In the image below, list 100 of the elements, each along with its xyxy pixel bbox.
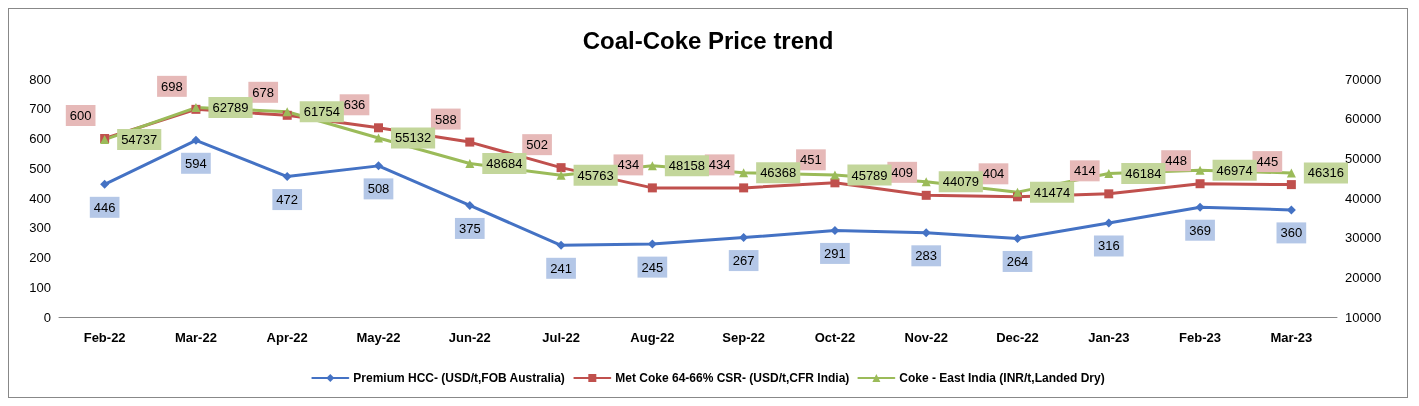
data-label: 46974 bbox=[1216, 162, 1253, 178]
point bbox=[465, 159, 475, 169]
point bbox=[556, 163, 566, 173]
data-label: 369 bbox=[1189, 222, 1211, 238]
point bbox=[556, 240, 566, 250]
data-label: 54737 bbox=[121, 132, 158, 148]
data-label: 678 bbox=[252, 84, 275, 100]
data-label: 48158 bbox=[668, 158, 706, 174]
data-label: 241 bbox=[550, 260, 572, 276]
data-label: 445 bbox=[1256, 154, 1279, 170]
x-tick-label: Aug-22 bbox=[630, 330, 675, 345]
data-label: 245 bbox=[641, 259, 664, 275]
data-label: 600 bbox=[69, 108, 92, 123]
data-label: 636 bbox=[343, 97, 366, 113]
data-label: 46184 bbox=[1125, 165, 1162, 181]
data-label: 48684 bbox=[486, 156, 523, 172]
data-label: 446 bbox=[93, 199, 116, 215]
data-label: 414 bbox=[1073, 163, 1096, 179]
data-label: 46316 bbox=[1307, 165, 1345, 181]
data-label: 55132 bbox=[395, 130, 432, 146]
x-tick-label: Dec-22 bbox=[996, 330, 1039, 345]
point bbox=[465, 200, 475, 210]
point bbox=[374, 161, 383, 171]
y-tick-label: 600 bbox=[29, 131, 51, 146]
point bbox=[1195, 165, 1205, 175]
data-label: 409 bbox=[891, 164, 914, 180]
x-tick-label: Jun-22 bbox=[448, 330, 491, 345]
point bbox=[191, 135, 201, 145]
point bbox=[1013, 187, 1022, 197]
point bbox=[1195, 179, 1205, 189]
x-tick-label: Mar-22 bbox=[174, 330, 217, 345]
y-tick-label: 500 bbox=[29, 160, 51, 176]
point bbox=[1286, 180, 1296, 190]
data-label: 448 bbox=[1165, 153, 1187, 169]
y-tick-label: 400 bbox=[29, 190, 51, 206]
point bbox=[1195, 202, 1205, 212]
point bbox=[830, 225, 840, 235]
point bbox=[1013, 233, 1022, 243]
point bbox=[282, 172, 292, 182]
data-label: 434 bbox=[708, 157, 731, 173]
data-label: 41474 bbox=[1034, 184, 1071, 200]
data-label: 264 bbox=[1006, 253, 1029, 269]
data-label: 472 bbox=[276, 192, 299, 208]
point bbox=[100, 179, 110, 189]
data-label: 45763 bbox=[577, 167, 614, 183]
data-label: 316 bbox=[1097, 238, 1120, 254]
y-tick-label: 300 bbox=[29, 220, 51, 236]
y-tick-label: 700 bbox=[29, 101, 51, 117]
data-label: 267 bbox=[732, 253, 755, 269]
y2-tick-label: 50000 bbox=[1345, 150, 1382, 166]
data-label: 698 bbox=[161, 78, 183, 94]
legend-label: Met Coke 64-66% CSR- (USD/t,CFR India) bbox=[615, 371, 850, 385]
point bbox=[739, 183, 749, 193]
y2-tick-label: 40000 bbox=[1345, 190, 1382, 206]
data-label: 375 bbox=[458, 220, 481, 236]
data-label: 291 bbox=[824, 245, 846, 261]
legend-label: Coke - East India (INR/t,Landed Dry) bbox=[899, 371, 1105, 385]
point bbox=[556, 170, 566, 180]
data-label: 594 bbox=[185, 155, 207, 171]
y-tick-label: 800 bbox=[29, 71, 51, 87]
x-tick-label: Nov-22 bbox=[904, 330, 948, 345]
y2-tick-label: 70000 bbox=[1345, 71, 1382, 87]
point bbox=[830, 170, 840, 180]
data-label: 404 bbox=[982, 166, 1005, 182]
data-label: 44079 bbox=[942, 174, 979, 190]
x-tick-label: Mar-23 bbox=[1270, 330, 1313, 345]
point bbox=[1104, 218, 1114, 228]
y2-tick-label: 10000 bbox=[1345, 309, 1382, 325]
legend-label: Premium HCC- (USD/t,FOB Australia) bbox=[353, 371, 565, 385]
data-label: 46368 bbox=[760, 165, 797, 181]
point bbox=[1104, 168, 1114, 178]
x-tick-label: Feb-22 bbox=[83, 330, 126, 345]
data-label: 434 bbox=[617, 157, 640, 173]
y2-tick-label: 60000 bbox=[1345, 111, 1382, 127]
data-label: 588 bbox=[434, 111, 457, 127]
x-tick-label: Oct-22 bbox=[814, 330, 856, 345]
data-label: 508 bbox=[367, 181, 390, 197]
data-label: 451 bbox=[800, 152, 822, 168]
x-tick-label: Sep-22 bbox=[722, 330, 765, 345]
y2-tick-label: 30000 bbox=[1345, 230, 1382, 246]
data-label: 283 bbox=[915, 248, 938, 264]
y-tick-label: 100 bbox=[29, 279, 51, 295]
data-label: 502 bbox=[526, 137, 548, 153]
point bbox=[647, 161, 657, 171]
point bbox=[921, 190, 931, 200]
point bbox=[647, 183, 657, 193]
data-label: 360 bbox=[1280, 225, 1303, 241]
point bbox=[374, 123, 383, 133]
data-label: 45789 bbox=[851, 167, 888, 183]
point bbox=[374, 133, 383, 143]
point bbox=[1104, 189, 1114, 199]
chart-title: Coal-Coke Price trend bbox=[582, 26, 834, 54]
y-tick-label: 200 bbox=[29, 250, 51, 265]
y2-tick-label: 20000 bbox=[1345, 269, 1382, 285]
data-label: 61754 bbox=[303, 104, 340, 120]
point bbox=[465, 137, 475, 147]
data-label: 62789 bbox=[212, 100, 249, 116]
point bbox=[739, 233, 749, 243]
x-tick-label: May-22 bbox=[356, 330, 401, 345]
x-tick-label: Apr-22 bbox=[266, 330, 308, 345]
